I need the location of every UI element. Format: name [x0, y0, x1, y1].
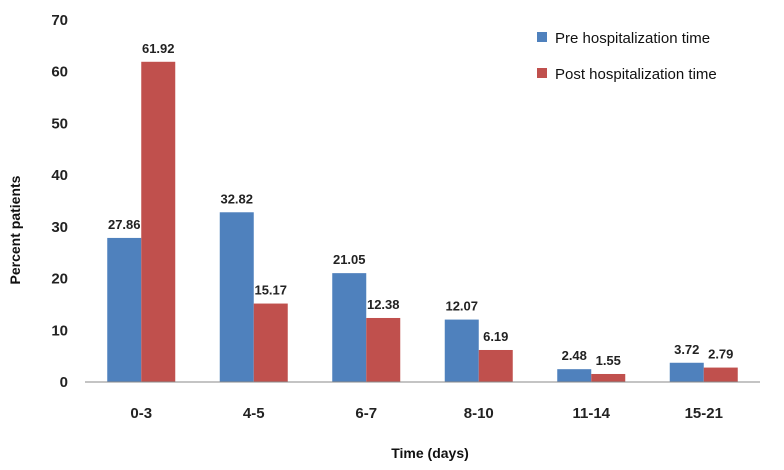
data-label: 61.92 [142, 41, 175, 56]
bar-pre-0-3 [107, 237, 142, 382]
x-tick-label: 8-10 [464, 405, 494, 422]
data-label: 6.19 [483, 329, 508, 344]
x-tick-label: 15-21 [685, 405, 723, 422]
y-tick-label: 0 [60, 374, 68, 391]
x-axis-title: Time (days) [391, 445, 469, 461]
legend-swatch-pre [537, 32, 547, 42]
bars [107, 61, 738, 382]
bar-post-6-7 [366, 317, 401, 382]
data-label: 27.86 [108, 217, 141, 232]
bar-post-11-14 [591, 373, 626, 382]
x-axis-ticks: 0-3 4-5 6-7 8-10 11-14 15-21 [130, 405, 723, 422]
data-label: 1.55 [596, 353, 621, 368]
data-label: 2.48 [562, 348, 587, 363]
x-tick-label: 11-14 [572, 405, 610, 422]
y-tick-label: 50 [51, 115, 68, 132]
data-label: 15.17 [254, 283, 287, 298]
bar-pre-4-5 [219, 212, 254, 382]
legend-label-post: Post hospitalization time [555, 66, 717, 83]
legend: Pre hospitalization time Post hospitaliz… [537, 30, 717, 83]
y-axis-title: Percent patients [7, 175, 23, 284]
y-tick-label: 40 [51, 167, 68, 184]
bar-pre-15-21 [669, 362, 704, 382]
y-tick-label: 70 [51, 12, 68, 29]
data-label: 21.05 [333, 252, 366, 267]
y-tick-label: 20 [51, 271, 68, 288]
y-tick-label: 30 [51, 219, 68, 236]
legend-label-pre: Pre hospitalization time [555, 30, 710, 47]
legend-swatch-post [537, 68, 547, 78]
y-tick-label: 60 [51, 64, 68, 81]
bar-pre-11-14 [557, 369, 592, 382]
bar-pre-8-10 [444, 319, 479, 382]
y-axis-ticks: 0 10 20 30 40 50 60 70 [51, 12, 68, 391]
x-tick-label: 6-7 [355, 405, 377, 422]
bar-post-0-3 [141, 61, 176, 382]
bar-post-4-5 [253, 303, 288, 382]
data-label: 12.07 [445, 299, 478, 314]
y-tick-label: 10 [51, 322, 68, 339]
data-label: 2.79 [708, 347, 733, 362]
x-tick-label: 0-3 [130, 405, 152, 422]
bar-post-8-10 [478, 349, 513, 382]
data-labels: 27.86 61.92 32.82 15.17 21.05 12.38 12.07 6.19 2… [108, 41, 733, 368]
bar-post-15-21 [703, 367, 738, 382]
data-label: 12.38 [367, 297, 400, 312]
x-tick-label: 4-5 [243, 405, 265, 422]
bar-pre-6-7 [332, 273, 367, 382]
data-label: 32.82 [220, 191, 253, 206]
data-label: 3.72 [674, 342, 699, 357]
